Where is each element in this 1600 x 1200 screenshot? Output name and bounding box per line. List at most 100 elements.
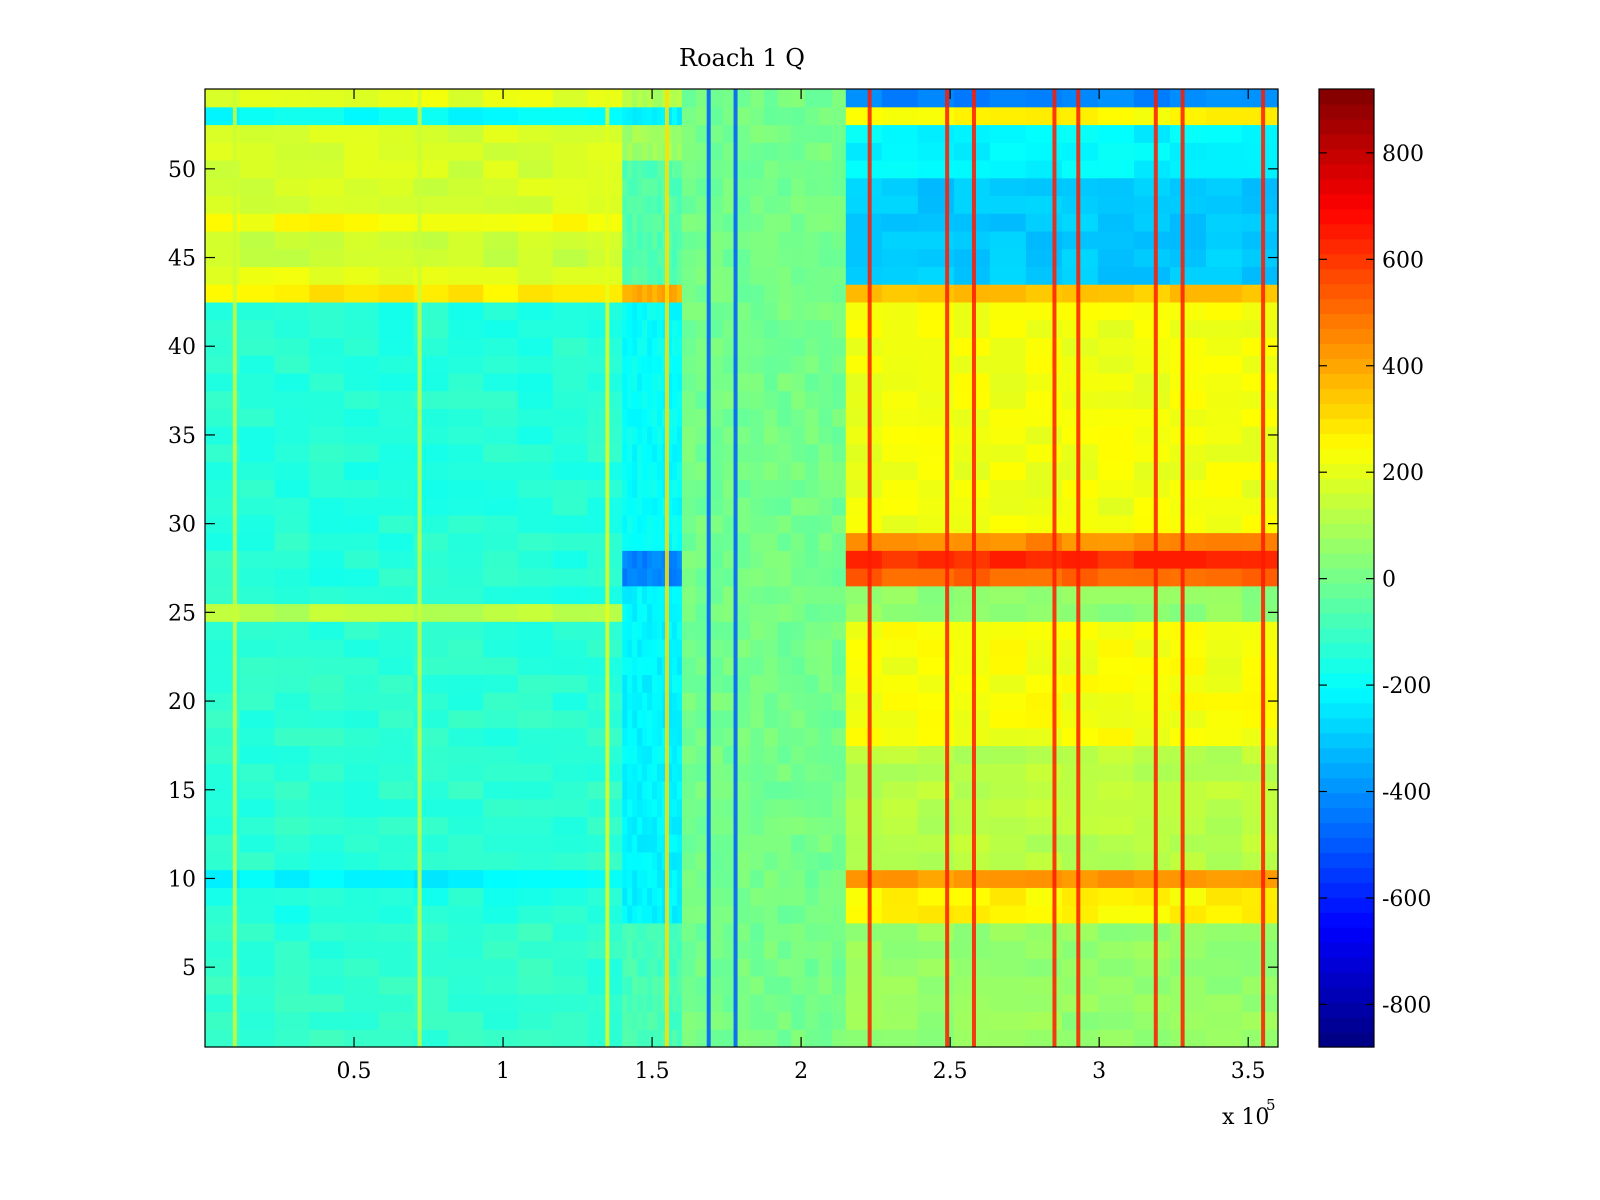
heatmap-cell (681, 993, 697, 1013)
heatmap-cell (1241, 958, 1279, 977)
heatmap-cell (1025, 89, 1063, 108)
heatmap-cell (818, 869, 833, 888)
heatmap-cell (344, 993, 380, 1013)
heatmap-cell (709, 372, 724, 392)
heatmap-cell (622, 834, 628, 853)
heatmap-cell (709, 922, 724, 942)
heatmap-cell (1097, 124, 1135, 143)
heatmap-cell (736, 426, 751, 445)
heatmap-cell (309, 585, 345, 605)
heatmap-cell (448, 621, 484, 640)
heatmap-cell (637, 656, 643, 676)
colorbar-band (1319, 163, 1374, 180)
heatmap-cell (378, 1011, 415, 1030)
heatmap-cell (1097, 266, 1135, 285)
heatmap-cell (652, 319, 658, 338)
heatmap-cell (642, 390, 648, 409)
heatmap-cell (413, 816, 450, 835)
heatmap-cell (750, 497, 765, 516)
heatmap-cell (637, 585, 643, 605)
heatmap-cell (627, 568, 633, 587)
heatmap-cell (627, 993, 633, 1013)
heatmap-cell (413, 745, 450, 764)
heatmap-cell (552, 922, 589, 942)
heatmap-cell (637, 159, 643, 179)
heatmap-cell (632, 976, 638, 995)
heatmap-cell (622, 89, 628, 108)
heatmap-cell (763, 709, 779, 729)
heatmap-cell (1241, 905, 1279, 924)
heatmap-cell (378, 940, 415, 959)
heatmap-cell (1205, 745, 1243, 764)
heatmap-cell (666, 798, 673, 817)
heatmap-cell (632, 230, 638, 250)
heatmap-cell (804, 390, 820, 409)
heatmap-cell (622, 869, 628, 888)
heatmap-cell (818, 674, 833, 693)
heatmap-cell (344, 798, 380, 817)
heatmap-cell (205, 248, 241, 268)
heatmap-cell (736, 922, 751, 942)
heatmap-cell (666, 940, 673, 959)
heatmap-cell (1241, 89, 1279, 108)
heatmap-cell (736, 319, 751, 338)
heatmap-cell (627, 106, 633, 126)
heatmap-cell (627, 905, 633, 924)
heatmap-cell (448, 674, 484, 693)
heatmap-cell (657, 745, 663, 764)
heatmap-cell (448, 497, 484, 516)
heatmap-cell (804, 638, 820, 658)
heatmap-cell (627, 248, 633, 268)
heatmap-cell (845, 603, 883, 622)
heatmap-streak (1052, 89, 1057, 1047)
heatmap-cell (1025, 248, 1063, 268)
heatmap-cell (736, 248, 751, 268)
heatmap-cell (989, 284, 1027, 303)
heatmap-cell (652, 940, 658, 959)
heatmap-cell (413, 319, 450, 338)
heatmap-cell (632, 532, 638, 551)
heatmap-cell (448, 638, 484, 658)
heatmap-cell (763, 993, 779, 1013)
heatmap-cell (736, 568, 751, 587)
heatmap-cell (750, 479, 765, 498)
heatmap-cell (881, 390, 919, 409)
heatmap-cell (750, 851, 765, 871)
heatmap-cell (676, 976, 683, 995)
heatmap-cell (657, 497, 663, 516)
heatmap-cell (448, 372, 484, 392)
heatmap-cell (1133, 603, 1171, 622)
heatmap-cell (750, 426, 765, 445)
heatmap-cell (274, 106, 310, 126)
heatmap-cell (632, 355, 638, 374)
heatmap-cell (763, 603, 779, 622)
heatmap-cell (1025, 1029, 1063, 1048)
heatmap-cell (1025, 461, 1063, 480)
heatmap-cell (791, 230, 806, 250)
heatmap-cell (845, 372, 883, 392)
heatmap-cell (845, 497, 883, 516)
heatmap-cell (681, 745, 697, 764)
heatmap-cell (344, 603, 380, 622)
heatmap-cell (274, 674, 310, 693)
heatmap-cell (552, 656, 589, 676)
heatmap-cell (274, 89, 310, 108)
heatmap-cell (274, 142, 310, 161)
heatmap-cell (627, 940, 633, 959)
heatmap-cell (681, 585, 697, 605)
heatmap-cell (657, 603, 663, 622)
heatmap-cell (666, 603, 673, 622)
heatmap-cell (517, 869, 554, 888)
heatmap-cell (777, 337, 792, 356)
heatmap-cell (989, 603, 1027, 622)
heatmap-cell (1241, 319, 1279, 338)
heatmap-cell (632, 905, 638, 924)
heatmap-cell (652, 993, 658, 1013)
heatmap-cell (205, 905, 241, 924)
heatmap-cell (763, 106, 779, 126)
heatmap-cell (483, 532, 519, 551)
heatmap-cell (1025, 479, 1063, 498)
heatmap-cell (695, 869, 710, 888)
heatmap-cell (344, 1011, 380, 1030)
heatmap-cell (587, 780, 623, 800)
